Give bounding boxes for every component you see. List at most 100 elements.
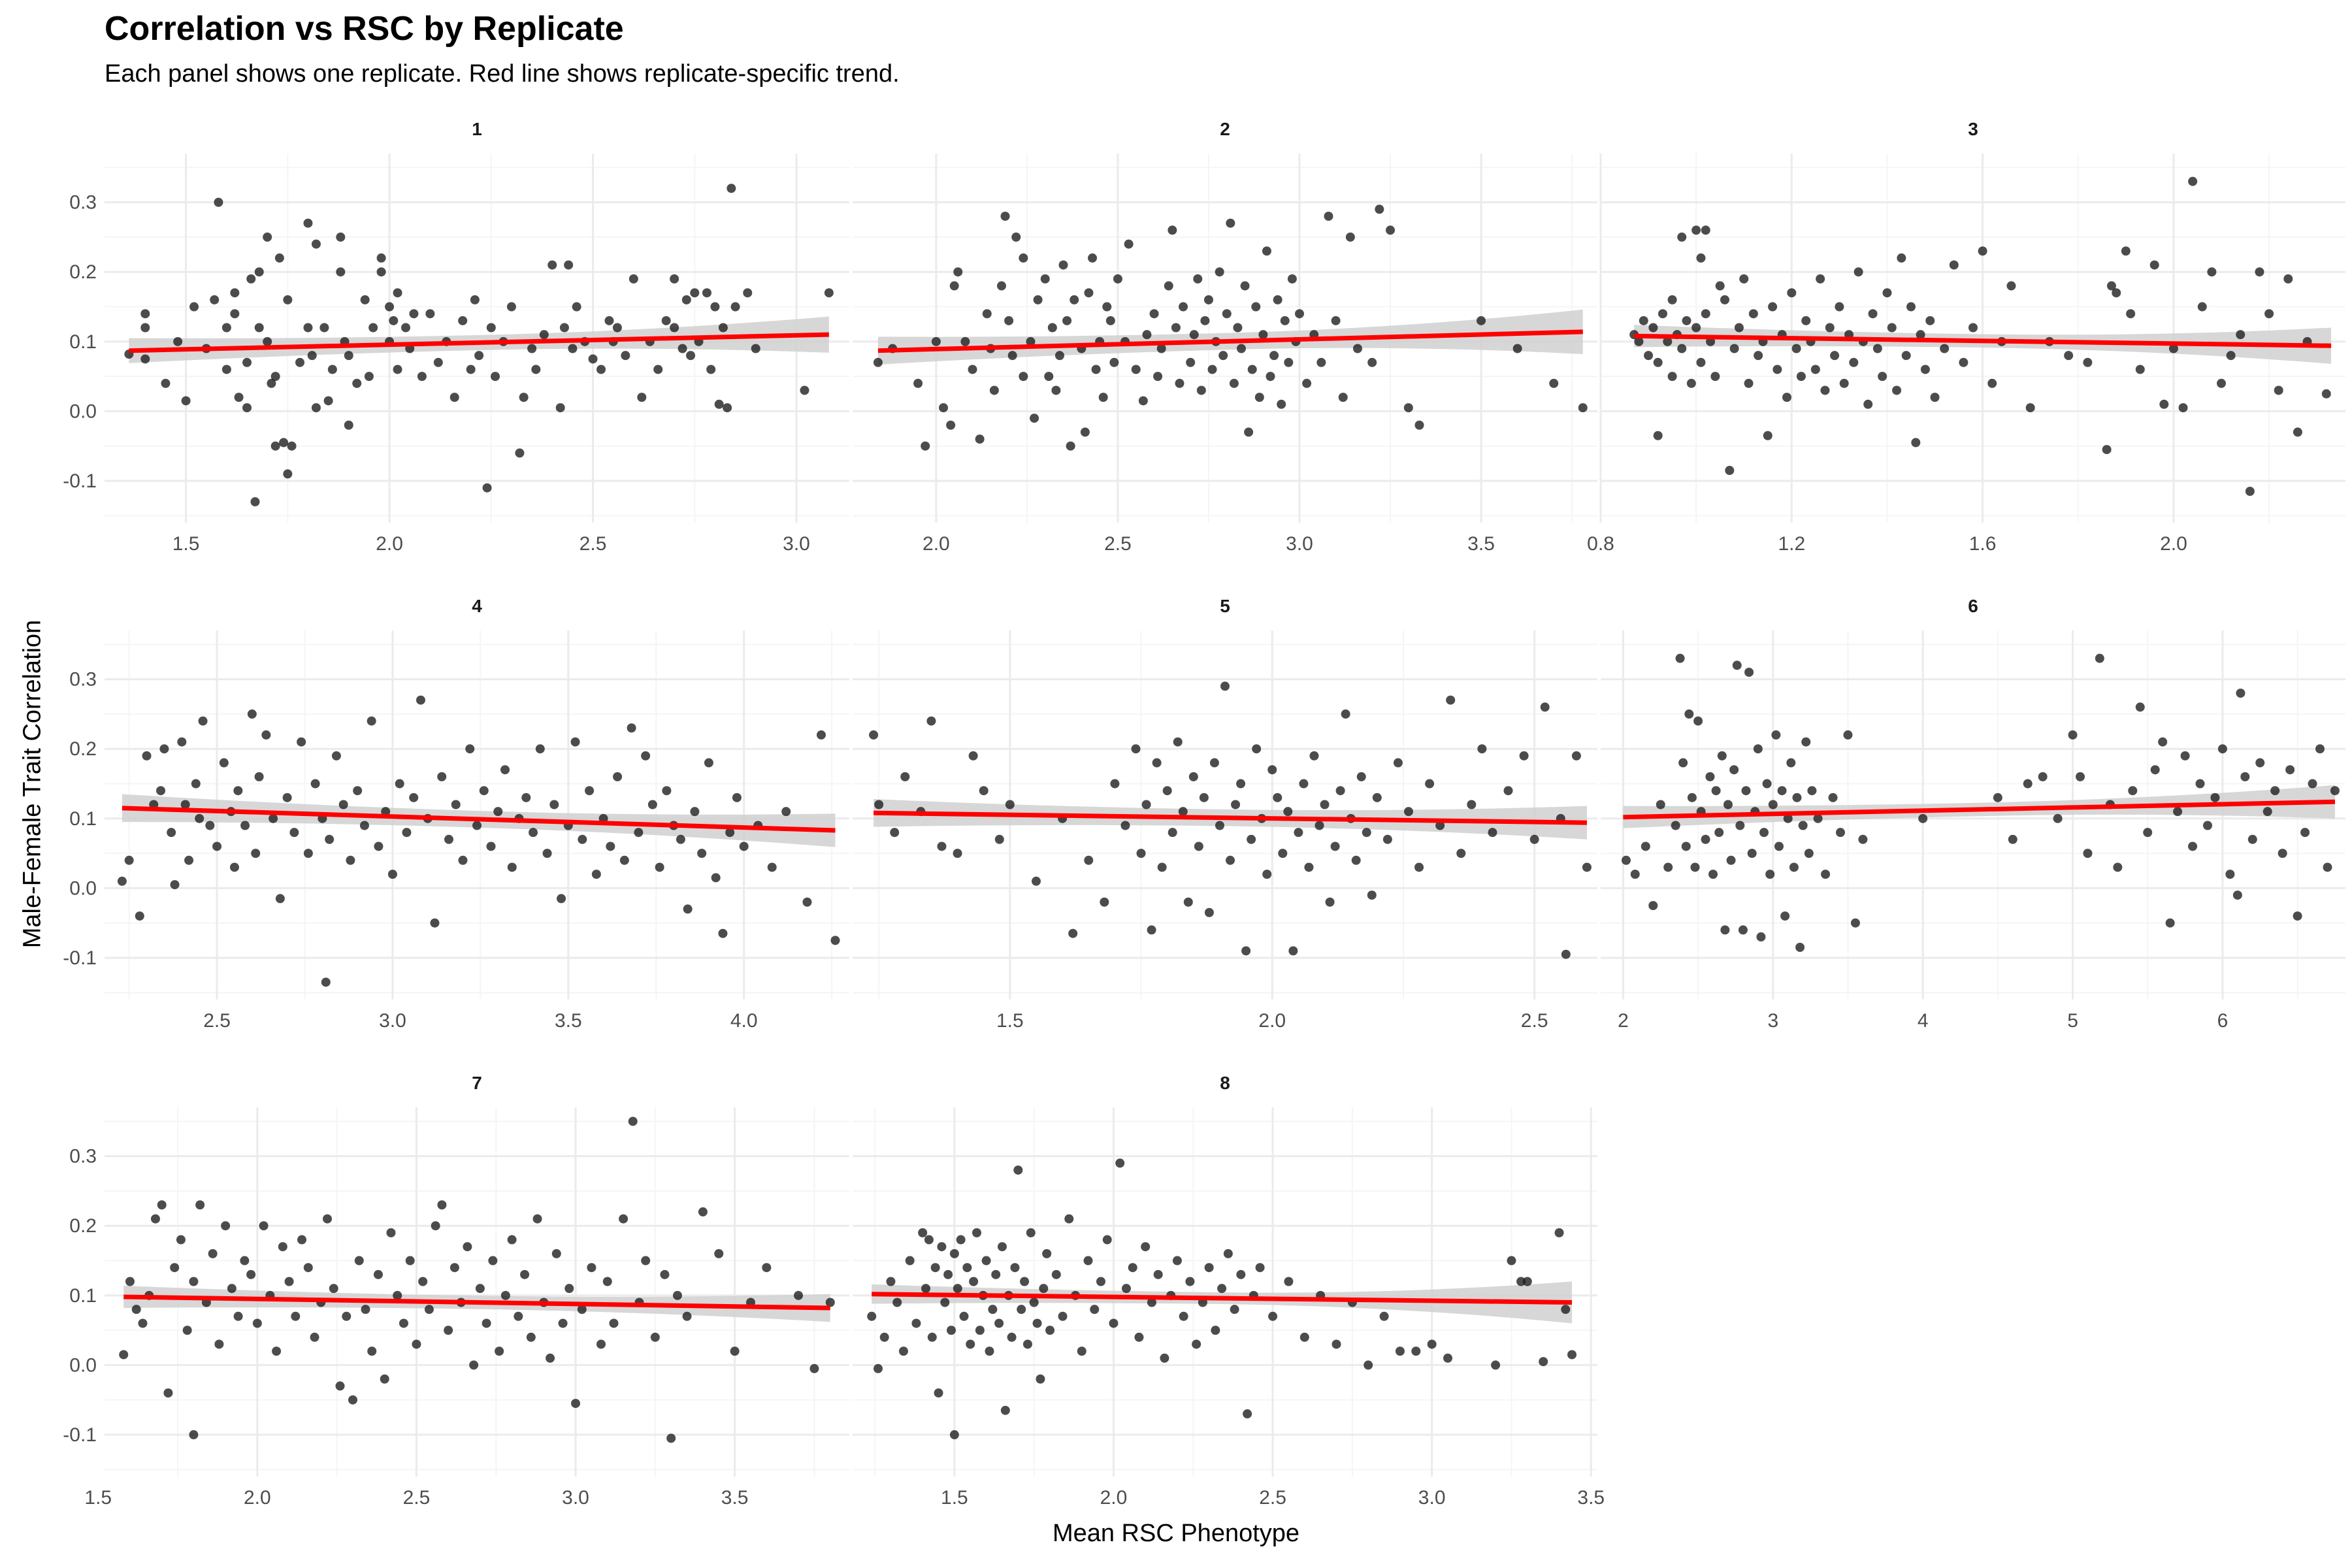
data-point	[1763, 431, 1772, 440]
data-point	[1110, 779, 1120, 789]
data-point	[269, 813, 278, 823]
data-point	[1058, 260, 1068, 270]
data-point	[254, 772, 264, 781]
data-point	[263, 232, 272, 242]
data-point	[1054, 351, 1064, 361]
data-point	[794, 1290, 804, 1300]
data-point	[488, 1256, 498, 1266]
data-point	[2262, 807, 2272, 817]
data-point	[1825, 323, 1835, 333]
data-point	[1068, 928, 1078, 938]
data-point	[270, 372, 280, 382]
data-point	[1467, 800, 1477, 809]
data-point	[1278, 849, 1288, 858]
data-point	[535, 744, 545, 754]
data-point	[267, 378, 276, 388]
data-point	[246, 274, 256, 284]
data-point	[1131, 744, 1141, 754]
data-point	[359, 821, 369, 830]
data-point	[1233, 323, 1243, 333]
data-point	[259, 1221, 269, 1231]
data-point	[393, 288, 402, 298]
data-point	[1243, 1409, 1252, 1419]
y-tick-label: 0.1	[69, 331, 97, 353]
data-point	[1288, 946, 1298, 956]
data-point	[931, 336, 941, 346]
data-point	[1512, 344, 1522, 353]
data-point	[1051, 385, 1061, 395]
data-point	[609, 1318, 619, 1328]
data-point	[381, 807, 391, 817]
data-point	[824, 288, 834, 298]
data-point	[2217, 744, 2227, 754]
facet-panel-7: 7 -0.1 0.0 0.1 0.2 0.3 1.5 2.0 2.5 3.0 3.5	[63, 1073, 849, 1509]
data-point	[1739, 274, 1749, 284]
data-point	[2217, 378, 2226, 388]
data-point	[1571, 751, 1581, 760]
data-point	[1284, 1277, 1294, 1286]
data-point	[500, 765, 510, 775]
facet-strip-label: 8	[1220, 1073, 1230, 1093]
data-point	[1741, 786, 1751, 796]
data-point	[1179, 1311, 1188, 1321]
data-point	[1701, 225, 1710, 235]
facet-strip-label: 1	[472, 119, 482, 139]
data-point	[676, 834, 685, 844]
data-point	[430, 918, 440, 928]
data-point	[1010, 1263, 1020, 1273]
data-point	[1168, 828, 1177, 838]
data-point	[2210, 792, 2220, 802]
data-point	[629, 274, 638, 284]
data-point	[367, 716, 376, 726]
data-point	[1362, 828, 1371, 838]
x-tick-label: 1.2	[1778, 533, 1805, 555]
data-point	[1682, 316, 1691, 325]
data-point	[250, 497, 260, 507]
data-point	[1302, 378, 1312, 388]
data-point	[2285, 765, 2295, 775]
data-point	[1795, 943, 1805, 953]
data-point	[117, 876, 127, 886]
data-point	[994, 834, 1004, 844]
data-point	[2025, 403, 2035, 413]
data-point	[1309, 751, 1319, 760]
data-point	[1156, 344, 1166, 353]
data-point	[1729, 344, 1739, 353]
data-point	[1005, 800, 1015, 809]
data-point	[1507, 1256, 1516, 1266]
data-point	[170, 880, 180, 890]
data-point	[596, 1339, 606, 1349]
data-point	[1756, 932, 1766, 942]
data-point	[1821, 870, 1831, 879]
data-point	[1031, 876, 1041, 886]
data-point	[289, 828, 299, 838]
x-tick-label: 2.5	[203, 1010, 231, 1032]
data-point	[1157, 862, 1167, 872]
data-point	[1839, 378, 1849, 388]
data-point	[710, 302, 720, 312]
confidence-ribbon	[1623, 785, 2335, 828]
data-point	[1226, 855, 1235, 865]
data-point	[1762, 779, 1772, 789]
data-point	[2064, 351, 2074, 361]
data-point	[303, 218, 313, 228]
data-point	[1843, 730, 1853, 740]
data-point	[547, 260, 557, 270]
data-point	[1188, 772, 1198, 781]
data-point	[1102, 1235, 1112, 1245]
data-point	[1207, 365, 1217, 374]
data-point	[682, 1311, 692, 1321]
data-point	[873, 1364, 883, 1373]
data-point	[412, 1339, 421, 1349]
data-point	[140, 309, 150, 319]
data-point	[981, 1256, 991, 1266]
data-point	[360, 295, 370, 304]
data-point	[1549, 378, 1559, 388]
facet-panel-3: 3 0.8 1.2 1.6 2.0	[1587, 119, 2345, 555]
data-point	[2173, 807, 2183, 817]
x-tick-label: 3.0	[379, 1010, 406, 1032]
data-point	[2135, 365, 2145, 374]
facet-panel-8: 8 1.5 2.0 2.5 3.0 3.5	[853, 1073, 1605, 1509]
data-point	[966, 1339, 975, 1349]
data-point	[135, 911, 144, 921]
